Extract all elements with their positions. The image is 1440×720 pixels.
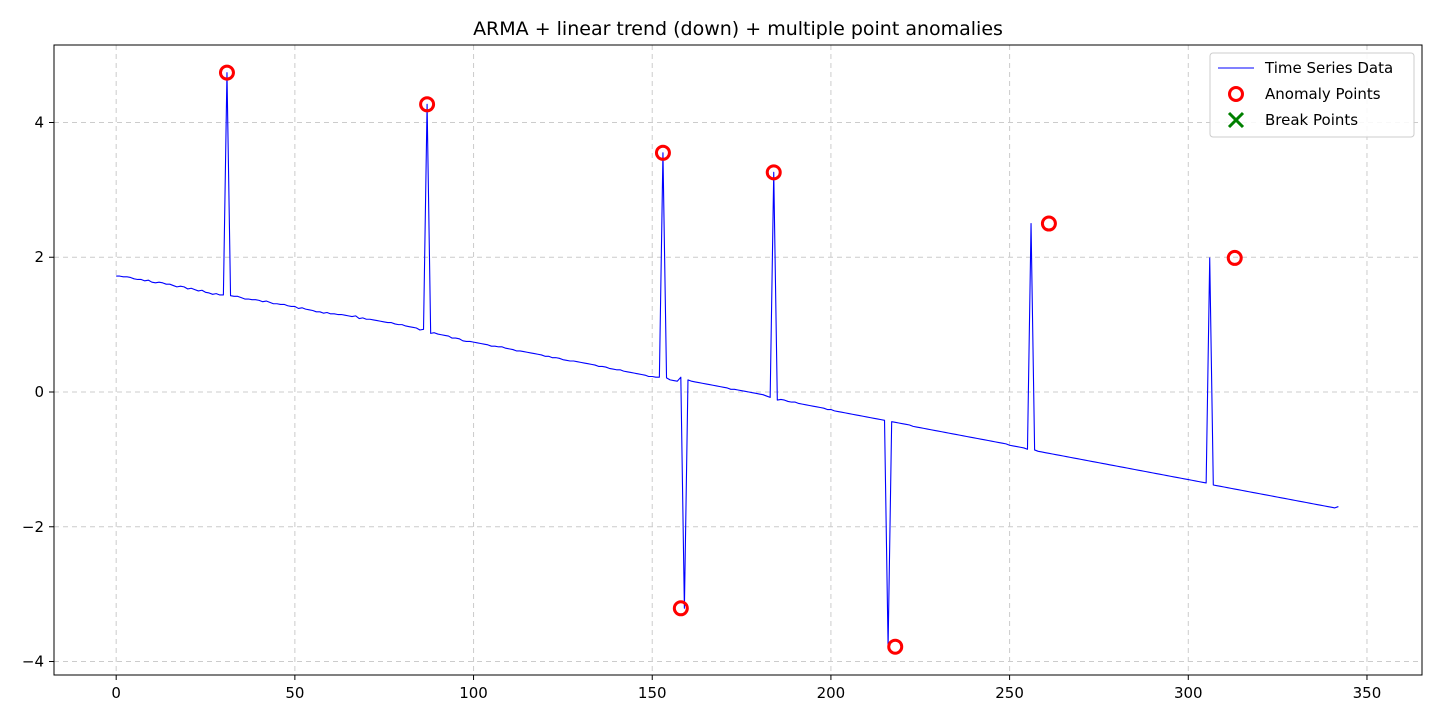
- plot-frame: [53, 44, 1423, 676]
- x-tick-label: 150: [638, 684, 667, 702]
- legend: Time Series Data Anomaly Points Break Poin…: [1209, 52, 1415, 138]
- x-tick-label: 100: [459, 684, 488, 702]
- x-tick-label: 300: [1174, 684, 1203, 702]
- legend-label: Time Series Data: [1264, 59, 1393, 77]
- anomaly-point: [672, 600, 689, 617]
- chart-title: ARMA + linear trend (down) + multiple po…: [473, 18, 1003, 40]
- anomaly-markers: [218, 64, 1243, 655]
- x-tick-label: 250: [995, 684, 1024, 702]
- y-tick-label: −2: [22, 518, 44, 536]
- anomaly-point: [765, 164, 782, 181]
- x-tick-label: 200: [817, 684, 846, 702]
- anomaly-point: [1226, 249, 1243, 266]
- axes: 0 50 100 150 200 250 300 350 −4 −2 0 2 4: [22, 113, 1381, 702]
- x-tick-label: 0: [111, 684, 121, 702]
- y-tick-label: 4: [34, 113, 44, 131]
- y-tick-label: 0: [34, 383, 44, 401]
- anomaly-point: [654, 144, 671, 161]
- anomaly-point: [887, 638, 904, 655]
- legend-label: Break Points: [1265, 111, 1358, 129]
- series-layer: [116, 72, 1339, 648]
- legend-box: [1209, 52, 1415, 138]
- legend-label: Anomaly Points: [1265, 85, 1381, 103]
- series-line-time-series-data: [116, 72, 1339, 648]
- anomaly-point: [419, 96, 436, 113]
- grid: [54, 45, 1422, 675]
- y-tick-label: 2: [34, 248, 44, 266]
- x-tick-label: 50: [285, 684, 304, 702]
- anomaly-point: [218, 64, 235, 81]
- x-tick-label: 350: [1353, 684, 1382, 702]
- y-tick-label: −4: [22, 653, 44, 671]
- legend-swatch-anomaly: [1228, 86, 1244, 102]
- anomaly-point: [1040, 215, 1057, 232]
- legend-swatch-break: [1227, 111, 1245, 129]
